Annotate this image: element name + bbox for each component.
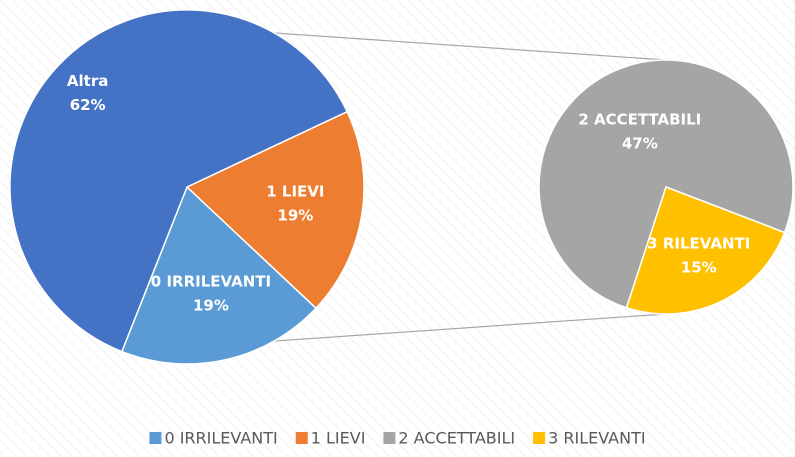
slice-value-label: 62% [70, 96, 106, 114]
legend-swatch [149, 432, 162, 444]
slice-value-label: 19% [193, 297, 229, 315]
plot: 0 IRRILEVANTI 19% 1 LIEVI 19% Altra 62% 2 ACCE… [9, 9, 794, 365]
slice-label: 3 RILEVANTI [647, 234, 750, 252]
slice-label: 0 IRRILEVANTI [151, 273, 271, 291]
legend-label: 1 LIEVI [311, 429, 366, 448]
slice-value-label: 19% [277, 207, 313, 225]
legend-label: 2 ACCETTABILI [398, 429, 515, 448]
legend-label: 0 IRRILEVANTI [164, 429, 277, 448]
slice-value-label: 15% [681, 258, 717, 276]
legend-swatch [533, 432, 546, 444]
pie-slice [185, 110, 365, 310]
pie-slice [625, 186, 786, 315]
slice-label: 2 ACCETTABILI [578, 110, 701, 128]
legend-swatch [295, 432, 308, 444]
legend-label: 3 RILEVANTI [548, 429, 645, 448]
legend: 0 IRRILEVANTI 1 LIEVI 2 ACCETTABILI 3 RILEV… [149, 429, 646, 448]
slice-value-label: 47% [622, 134, 658, 152]
pie-slice [538, 59, 794, 309]
slice-label: Altra [67, 72, 108, 90]
slice-label: 1 LIEVI [266, 183, 324, 201]
pie-slice [9, 9, 349, 353]
legend-swatch [383, 432, 396, 444]
pie-slice [120, 185, 318, 365]
